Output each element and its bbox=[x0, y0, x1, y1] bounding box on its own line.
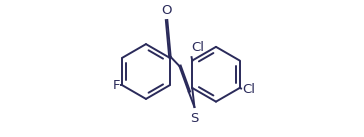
Text: O: O bbox=[161, 4, 172, 17]
Text: Cl: Cl bbox=[242, 83, 255, 95]
Text: Cl: Cl bbox=[191, 41, 205, 54]
Text: F: F bbox=[113, 79, 120, 92]
Text: S: S bbox=[190, 112, 199, 125]
